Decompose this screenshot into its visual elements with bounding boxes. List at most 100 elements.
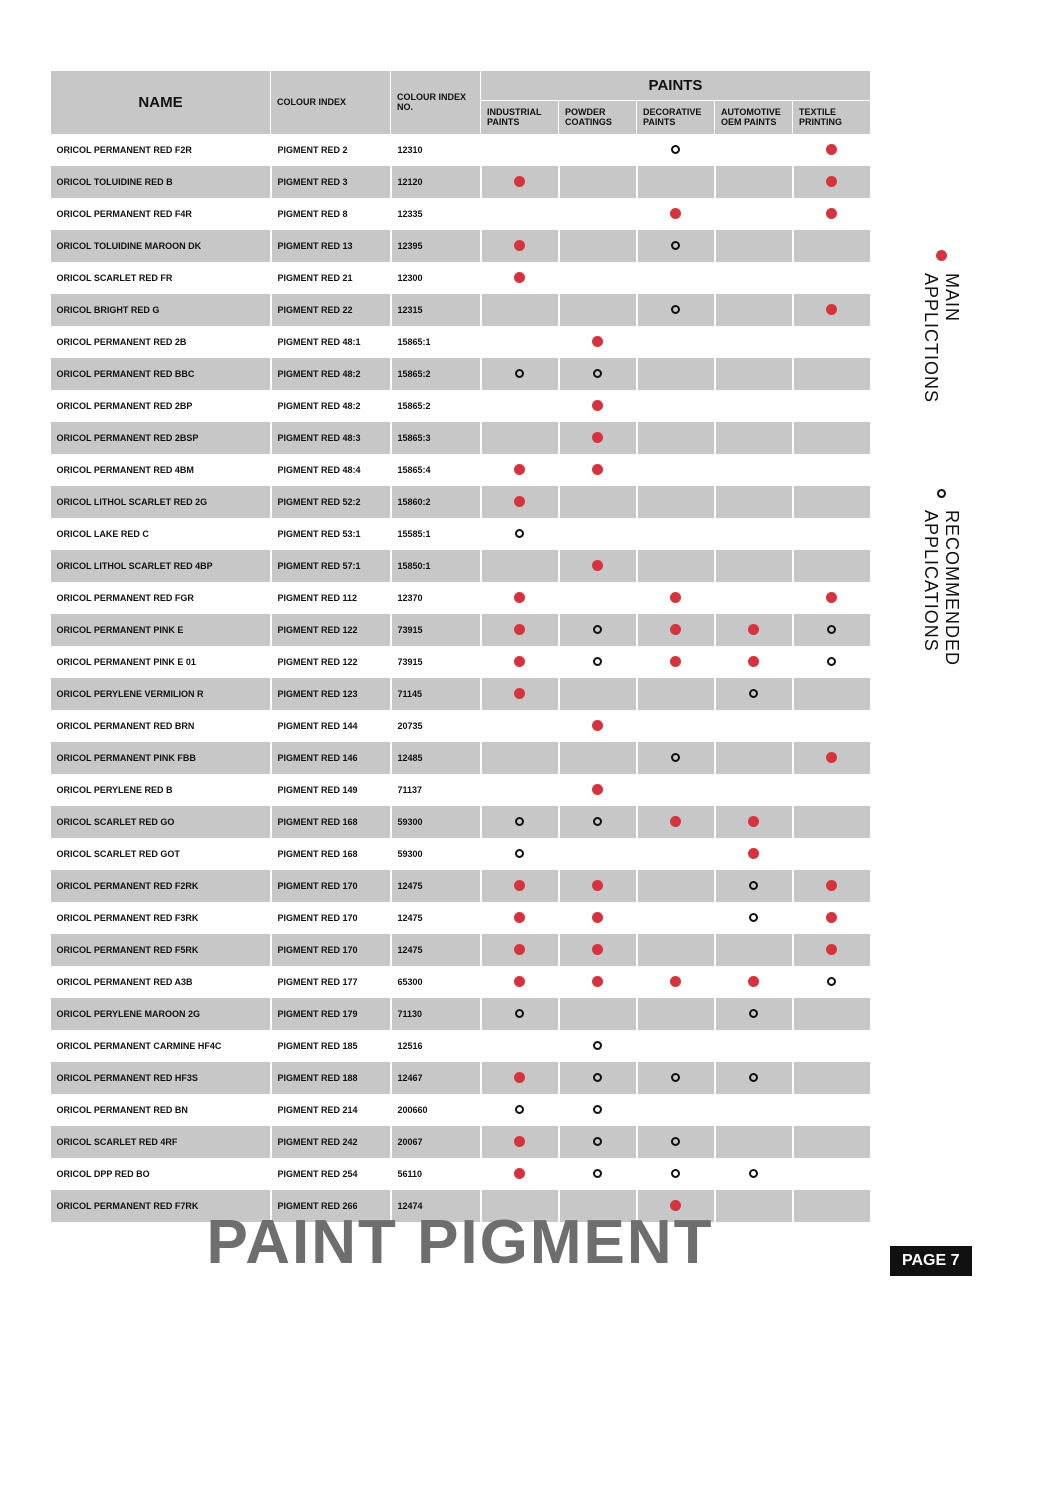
solid-dot-icon [514,240,525,251]
cell-app-3 [715,678,793,710]
cell-cino: 12395 [391,230,481,262]
solid-dot-icon [826,176,837,187]
open-dot-icon [515,369,524,378]
cell-ci: PIGMENT RED 170 [271,870,391,902]
cell-name: ORICOL SCARLET RED 4RF [51,1126,271,1158]
table-row: ORICOL PERMANENT RED BBCPIGMENT RED 48:2… [51,358,871,390]
cell-app-4 [793,870,871,902]
cell-app-0 [481,486,559,518]
cell-app-4 [793,326,871,358]
solid-dot-icon [592,560,603,571]
cell-app-2 [637,422,715,454]
cell-app-3 [715,614,793,646]
cell-name: ORICOL PERMANENT RED 2BSP [51,422,271,454]
cell-cino: 71145 [391,678,481,710]
solid-dot-icon [670,624,681,635]
open-dot-icon [749,1009,758,1018]
cell-cino: 12475 [391,870,481,902]
cell-ci: PIGMENT RED 57:1 [271,550,391,582]
table-row: ORICOL PERMANENT RED 2BPIGMENT RED 48:11… [51,326,871,358]
cell-name: ORICOL PERMANENT PINK E [51,614,271,646]
cell-app-0 [481,678,559,710]
cell-ci: PIGMENT RED 122 [271,646,391,678]
cell-app-3 [715,710,793,742]
header-name: NAME [51,71,271,135]
header-app-0: INDUSTRIALPAINTS [481,101,559,135]
cell-app-4 [793,134,871,166]
cell-app-2 [637,134,715,166]
table-row: ORICOL PERYLENE VERMILION RPIGMENT RED 1… [51,678,871,710]
table-row: ORICOL LAKE RED CPIGMENT RED 53:115585:1 [51,518,871,550]
cell-name: ORICOL LITHOL SCARLET RED 2G [51,486,271,518]
cell-app-4 [793,198,871,230]
cell-app-2 [637,1126,715,1158]
solid-dot-icon [826,944,837,955]
open-dot-icon [749,1169,758,1178]
table-row: ORICOL SCARLET RED GOPIGMENT RED 1685930… [51,806,871,838]
cell-app-3 [715,998,793,1030]
cell-app-0 [481,262,559,294]
table-row: ORICOL PERMANENT RED BNPIGMENT RED 21420… [51,1094,871,1126]
cell-name: ORICOL PERMANENT RED BBC [51,358,271,390]
cell-app-1 [559,422,637,454]
cell-cino: 200660 [391,1094,481,1126]
cell-ci: PIGMENT RED 144 [271,710,391,742]
open-dot-icon [749,1073,758,1082]
solid-dot-icon [514,880,525,891]
cell-app-3 [715,870,793,902]
cell-app-2 [637,774,715,806]
header-app-2: DECORATIVEPAINTS [637,101,715,135]
table-row: ORICOL SCARLET RED 4RFPIGMENT RED 242200… [51,1126,871,1158]
cell-app-3 [715,518,793,550]
cell-ci: PIGMENT RED 123 [271,678,391,710]
cell-app-1 [559,710,637,742]
table-row: ORICOL PERMANENT CARMINE HF4CPIGMENT RED… [51,1030,871,1062]
cell-ci: PIGMENT RED 168 [271,838,391,870]
cell-name: ORICOL PERMANENT RED F2RK [51,870,271,902]
cell-app-2 [637,646,715,678]
open-dot-icon [593,1073,602,1082]
cell-cino: 15865:1 [391,326,481,358]
cell-ci: PIGMENT RED 170 [271,902,391,934]
solid-dot-icon [748,976,759,987]
cell-app-4 [793,646,871,678]
cell-app-2 [637,390,715,422]
cell-app-0 [481,1158,559,1190]
cell-app-1 [559,902,637,934]
solid-dot-icon [514,1136,525,1147]
solid-dot-icon [748,816,759,827]
cell-app-3 [715,646,793,678]
header-colour-index-no: COLOUR INDEX NO. [391,71,481,135]
solid-dot-icon [826,144,837,155]
cell-cino: 20735 [391,710,481,742]
cell-app-0 [481,742,559,774]
solid-dot-icon [514,496,525,507]
table-row: ORICOL PERMANENT RED FGRPIGMENT RED 1121… [51,582,871,614]
solid-dot-icon [592,432,603,443]
table-row: ORICOL PERMANENT RED F2RPIGMENT RED 2123… [51,134,871,166]
cell-ci: PIGMENT RED 146 [271,742,391,774]
cell-cino: 71130 [391,998,481,1030]
cell-app-1 [559,326,637,358]
open-dot-icon [593,1137,602,1146]
cell-app-4 [793,422,871,454]
cell-name: ORICOL SCARLET RED GO [51,806,271,838]
cell-name: ORICOL PERMANENT RED BRN [51,710,271,742]
cell-app-1 [559,998,637,1030]
cell-name: ORICOL PERMANENT RED F3RK [51,902,271,934]
cell-app-2 [637,198,715,230]
cell-app-4 [793,390,871,422]
cell-cino: 15860:2 [391,486,481,518]
cell-app-0 [481,710,559,742]
cell-app-0 [481,1094,559,1126]
cell-cino: 12370 [391,582,481,614]
cell-app-3 [715,934,793,966]
cell-app-0 [481,806,559,838]
cell-app-0 [481,1126,559,1158]
cell-app-2 [637,294,715,326]
cell-app-1 [559,518,637,550]
cell-app-2 [637,838,715,870]
cell-app-1 [559,774,637,806]
cell-app-0 [481,646,559,678]
cell-cino: 20067 [391,1126,481,1158]
